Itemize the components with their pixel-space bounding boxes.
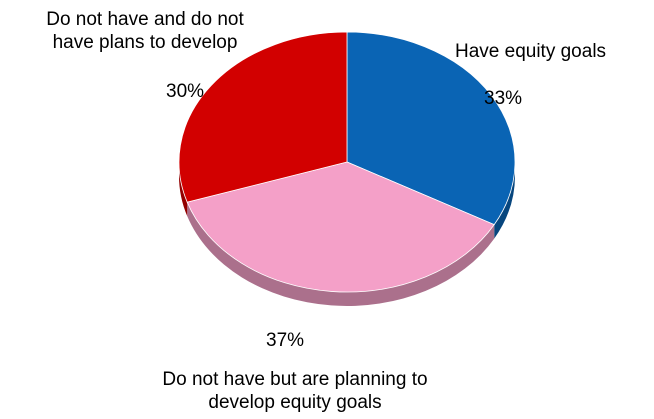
pct-no-plans-text: 30% [166, 81, 205, 102]
pie-slice-0 [346, 31, 516, 226]
pct-no-plans: 30% [166, 80, 204, 103]
label-have: Have equity goals [455, 40, 606, 63]
pie-side-2 [179, 162, 188, 217]
label-no-plans: Do not have and do not have plans to dev… [10, 8, 280, 54]
pct-planning-text: 37% [266, 330, 305, 351]
pct-have: 33% [484, 87, 522, 110]
label-planning-line2: develop equity goals [208, 392, 382, 413]
label-no-plans-line1: Do not have and do not [46, 9, 244, 30]
pie-slice-2 [178, 31, 348, 203]
pct-have-text: 33% [484, 88, 523, 109]
label-planning-line1: Do not have but are planning to [162, 369, 428, 390]
label-no-plans-line2: have plans to develop [52, 32, 238, 53]
pie-side-0 [494, 162, 515, 239]
label-planning: Do not have but are planning to develop … [95, 368, 495, 414]
pie-slice-1 [186, 161, 495, 293]
pct-planning: 37% [266, 329, 304, 352]
label-have-line1: Have equity goals [455, 41, 607, 62]
